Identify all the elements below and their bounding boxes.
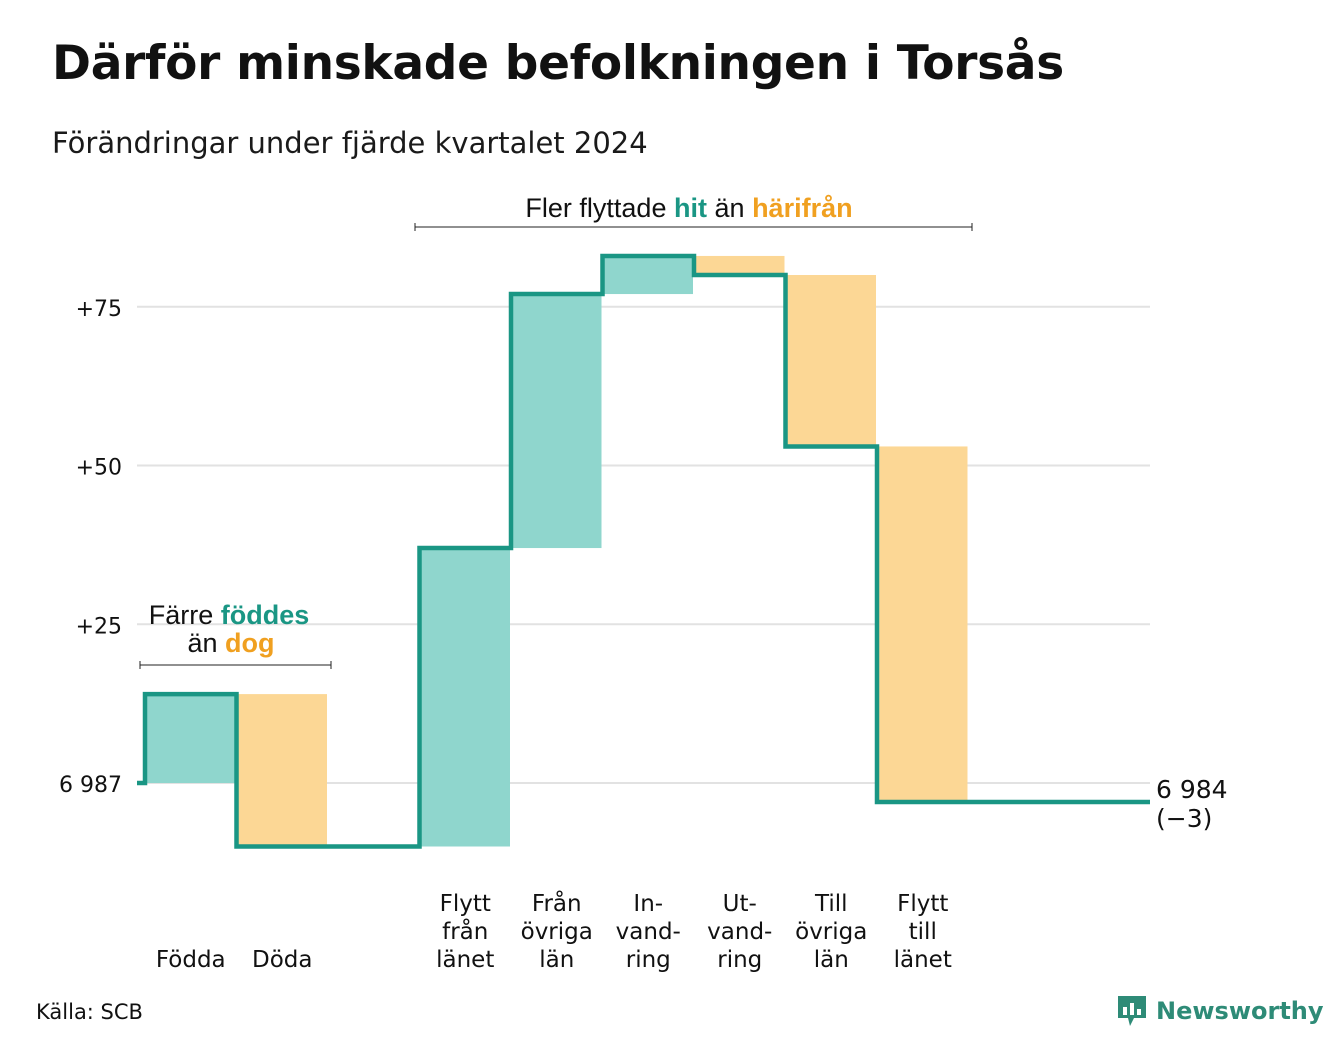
x-tick-label: Flytt xyxy=(897,891,948,917)
y-tick-label: +50 xyxy=(76,456,122,481)
x-tick-label: ring xyxy=(717,947,762,973)
bars xyxy=(145,255,968,847)
end-change-label: (−3) xyxy=(1156,804,1212,833)
annotations: Färre föddes än dog Fler flyttade hit än… xyxy=(139,193,973,669)
bar-3 xyxy=(419,548,510,847)
bar-5 xyxy=(602,255,693,295)
logo-text: Newsworthy xyxy=(1156,997,1324,1025)
chart-title: Därför minskade befolkningen i Torsås xyxy=(52,36,1064,91)
moves-annotation: Fler flyttade hit än härifrån xyxy=(525,193,852,223)
x-tick-label: övriga xyxy=(521,919,593,945)
births-annotation-line1: Färre föddes xyxy=(149,600,310,630)
births-annotation-line2: än dog xyxy=(187,628,274,658)
x-tick-label: Födda xyxy=(156,947,226,973)
y-tick-label: +75 xyxy=(76,297,122,322)
newsworthy-logo[interactable]: Newsworthy xyxy=(1116,994,1324,1028)
y-axis-labels: 6 987 +25 +50 +75 xyxy=(59,297,122,798)
bar-6 xyxy=(694,255,785,275)
x-tick-label: län xyxy=(539,947,574,973)
x-tick-label: övriga xyxy=(795,919,867,945)
x-tick-label: länet xyxy=(436,947,494,973)
y-tick-label: +25 xyxy=(76,614,122,639)
x-tick-label: vand- xyxy=(616,919,681,945)
x-tick-label: Från xyxy=(532,889,582,917)
bar-8 xyxy=(877,446,968,803)
bar-4 xyxy=(511,294,602,549)
x-axis-labels: Födda DödaFlyttfrånlänetFrånövrigalänIn-v… xyxy=(156,889,952,973)
chart-subtitle: Förändringar under fjärde kvartalet 2024 xyxy=(52,126,648,160)
newsworthy-logo-icon xyxy=(1118,996,1146,1026)
x-tick-label: In- xyxy=(633,891,663,917)
bar-0 xyxy=(145,694,236,783)
bar-1 xyxy=(236,694,327,847)
x-tick-label: Ut- xyxy=(723,891,757,917)
x-tick-label: ring xyxy=(626,947,671,973)
running-total-polyline xyxy=(137,253,1150,849)
y-tick-label: 6 987 xyxy=(59,773,122,798)
x-tick-label: Till xyxy=(814,891,848,917)
x-tick-label: till xyxy=(909,919,937,945)
running-total-line xyxy=(137,253,1150,849)
x-tick-label: Döda xyxy=(252,947,312,973)
end-value-label: 6 984 xyxy=(1156,775,1228,804)
bar-7 xyxy=(785,275,876,447)
x-tick-label: Flytt xyxy=(440,891,491,917)
x-tick-label: länet xyxy=(894,947,952,973)
x-tick-label: från xyxy=(442,917,488,945)
source-note: Källa: SCB xyxy=(36,1000,143,1024)
x-tick-label: vand- xyxy=(707,919,772,945)
x-tick-label: län xyxy=(814,947,849,973)
